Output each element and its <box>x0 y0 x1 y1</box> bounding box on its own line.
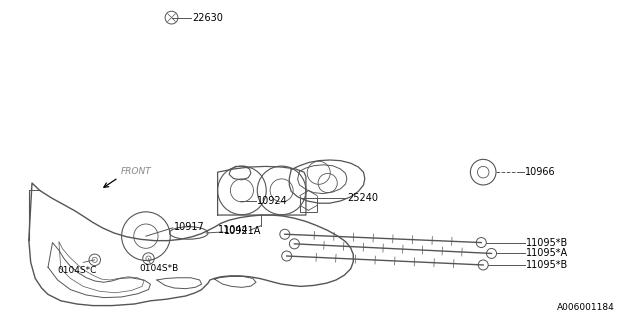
Text: 11095*B: 11095*B <box>526 237 568 248</box>
Bar <box>300 198 317 212</box>
Text: 11095*A: 11095*A <box>526 248 568 259</box>
Text: 22630: 22630 <box>192 12 223 23</box>
Text: 11095*B: 11095*B <box>526 260 568 270</box>
Text: A006001184: A006001184 <box>557 303 614 312</box>
Text: 10917: 10917 <box>174 222 205 232</box>
Text: 10966: 10966 <box>525 167 556 177</box>
Text: 10924: 10924 <box>257 196 288 206</box>
Text: 11044: 11044 <box>218 225 248 235</box>
Text: 10921A: 10921A <box>224 226 261 236</box>
Text: 25240: 25240 <box>347 193 378 203</box>
Text: 0104S*C: 0104S*C <box>58 266 97 275</box>
Text: FRONT: FRONT <box>120 167 151 176</box>
Text: 0104S*B: 0104S*B <box>140 264 179 273</box>
